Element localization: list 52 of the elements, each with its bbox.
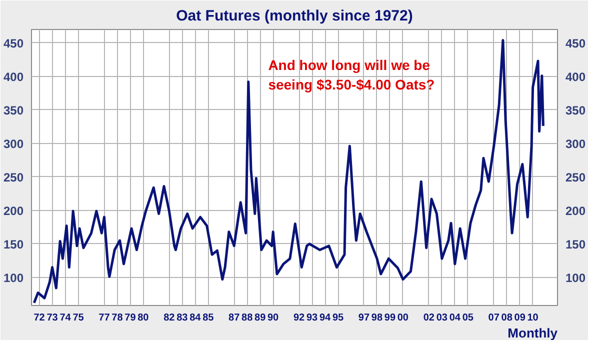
y2-tick-label: 400 — [566, 70, 586, 84]
y2-tick-label: 300 — [566, 136, 586, 151]
x-tick-label: 85 — [202, 312, 214, 324]
y-tick-label: 350 — [3, 103, 24, 118]
x-tick-label: 95 — [332, 312, 344, 324]
y2-tick-label: 250 — [566, 170, 586, 184]
x-tick-label: 87 — [228, 312, 240, 324]
x-tick-label: 84 — [190, 312, 202, 324]
y2-tick-label: 450 — [566, 36, 586, 50]
x-tick-label: 83 — [176, 312, 188, 324]
x-tick-label: 75 — [72, 312, 84, 324]
x-tick-label: 09 — [514, 312, 526, 324]
y2-tick-label: 100 — [566, 270, 586, 285]
x-tick-label: 73 — [46, 312, 58, 324]
y2-tick-label: 200 — [566, 204, 586, 218]
x-tick-label: 72 — [34, 312, 46, 324]
y-tick-label: 300 — [3, 136, 24, 151]
x-tick-label: 07 — [488, 312, 500, 324]
x-tick-label: 04 — [449, 312, 461, 324]
x-tick-label: 98 — [371, 312, 383, 324]
y-tick-label: 450 — [3, 36, 24, 50]
x-tick-label: 92 — [293, 312, 306, 324]
x-tick-label: 89 — [254, 312, 266, 324]
x-tick-label: 10 — [527, 312, 539, 324]
x-tick-label: 77 — [98, 312, 110, 324]
x-tick-label: 99 — [384, 312, 396, 324]
x-tick-label: 79 — [124, 312, 136, 324]
x-tick-label: 80 — [138, 312, 150, 324]
y2-tick-label: 350 — [566, 103, 586, 118]
x-tick-label: 78 — [112, 312, 124, 324]
x-axis-title: Monthly — [508, 326, 558, 340]
x-tick-label: 08 — [501, 312, 513, 324]
x-tick-label: 03 — [436, 312, 448, 324]
x-tick-label: 93 — [306, 312, 318, 324]
y-tick-label: 250 — [3, 170, 24, 184]
y-tick-label: 400 — [3, 70, 24, 84]
x-tick-label: 90 — [268, 312, 280, 324]
y-tick-label: 100 — [3, 270, 24, 285]
chart-title: Oat Futures (monthly since 1972) — [176, 8, 413, 24]
y-tick-label: 150 — [3, 237, 24, 252]
x-tick-label: 88 — [242, 312, 254, 324]
x-tick-label: 02 — [423, 312, 435, 324]
x-tick-label: 97 — [358, 312, 370, 324]
x-tick-label: 00 — [397, 312, 409, 324]
line-series — [32, 38, 544, 304]
x-tick-label: 05 — [462, 312, 474, 324]
x-tick-label: 94 — [319, 312, 332, 324]
x-tick-label: 74 — [60, 312, 72, 324]
y-tick-label: 200 — [3, 204, 24, 218]
y2-tick-label: 150 — [566, 237, 586, 252]
annotation: And how long will we be seeing $3.50-$4.00 Oats? — [268, 57, 435, 92]
x-tick-label: 82 — [164, 312, 176, 324]
